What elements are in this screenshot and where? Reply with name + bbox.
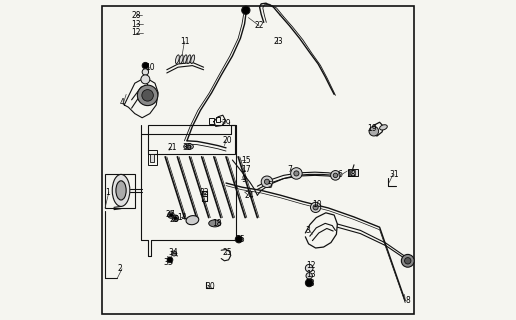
Ellipse shape xyxy=(116,181,126,200)
Circle shape xyxy=(369,126,379,136)
Bar xyxy=(150,154,154,162)
Text: 28: 28 xyxy=(306,279,315,288)
Circle shape xyxy=(174,217,177,220)
Text: 11: 11 xyxy=(181,37,190,46)
Text: 1: 1 xyxy=(105,188,110,196)
Circle shape xyxy=(142,69,149,75)
Text: 3: 3 xyxy=(305,226,310,235)
Ellipse shape xyxy=(184,144,194,149)
Text: 26: 26 xyxy=(170,215,180,224)
Circle shape xyxy=(241,6,250,14)
Text: 32: 32 xyxy=(200,188,209,196)
Text: 12: 12 xyxy=(132,28,141,37)
Text: 10: 10 xyxy=(312,200,322,209)
Circle shape xyxy=(291,168,302,179)
Circle shape xyxy=(294,171,299,176)
Circle shape xyxy=(167,257,173,263)
Text: 23: 23 xyxy=(273,37,283,46)
Circle shape xyxy=(264,179,269,184)
Text: 25: 25 xyxy=(223,248,232,257)
Circle shape xyxy=(313,205,318,210)
Text: 31: 31 xyxy=(389,170,399,179)
Text: 33: 33 xyxy=(164,258,173,267)
Circle shape xyxy=(306,273,312,279)
Text: 8: 8 xyxy=(405,296,410,305)
Circle shape xyxy=(261,176,273,188)
Circle shape xyxy=(142,62,149,69)
Text: 22: 22 xyxy=(255,21,264,30)
Text: 4: 4 xyxy=(120,98,125,107)
Text: 17: 17 xyxy=(241,165,251,174)
Text: 20: 20 xyxy=(222,136,232,145)
Text: 6: 6 xyxy=(338,170,343,179)
Text: 7: 7 xyxy=(287,165,293,174)
Circle shape xyxy=(141,75,150,84)
Ellipse shape xyxy=(380,125,388,130)
Circle shape xyxy=(311,202,321,212)
Circle shape xyxy=(169,213,172,217)
Text: 13: 13 xyxy=(306,270,316,279)
Text: 18: 18 xyxy=(213,220,222,228)
Text: 21: 21 xyxy=(168,143,178,152)
Ellipse shape xyxy=(186,216,199,225)
Text: 2: 2 xyxy=(118,264,123,273)
Circle shape xyxy=(142,90,153,101)
Ellipse shape xyxy=(187,55,191,64)
Circle shape xyxy=(331,171,340,180)
Circle shape xyxy=(401,254,414,267)
Circle shape xyxy=(305,279,313,287)
Bar xyxy=(216,117,220,122)
Text: 5: 5 xyxy=(268,181,272,190)
Text: 10: 10 xyxy=(146,63,155,72)
Bar xyxy=(148,125,235,154)
Ellipse shape xyxy=(186,145,191,148)
Ellipse shape xyxy=(179,55,183,64)
Text: 36: 36 xyxy=(183,143,192,152)
Ellipse shape xyxy=(208,220,221,227)
Circle shape xyxy=(137,85,158,106)
Text: 35: 35 xyxy=(235,236,245,244)
Text: 34: 34 xyxy=(168,248,178,257)
Text: 14: 14 xyxy=(178,213,187,222)
Text: 29: 29 xyxy=(221,119,231,128)
Circle shape xyxy=(305,264,313,272)
Bar xyxy=(105,174,135,208)
Bar xyxy=(348,169,358,176)
Ellipse shape xyxy=(175,55,179,64)
Ellipse shape xyxy=(191,55,195,64)
Text: 24: 24 xyxy=(245,191,254,200)
Circle shape xyxy=(168,212,174,218)
Text: 18: 18 xyxy=(346,170,356,179)
Bar xyxy=(148,150,156,165)
Bar xyxy=(209,118,215,124)
Text: 30: 30 xyxy=(205,282,215,291)
Text: 13: 13 xyxy=(132,20,141,28)
Circle shape xyxy=(333,173,337,178)
Circle shape xyxy=(172,215,179,221)
Circle shape xyxy=(405,258,411,264)
Text: 12: 12 xyxy=(306,261,315,270)
Text: 19: 19 xyxy=(367,124,377,132)
Ellipse shape xyxy=(112,174,130,206)
Circle shape xyxy=(172,251,176,256)
Text: 27: 27 xyxy=(165,210,175,219)
Ellipse shape xyxy=(183,55,187,64)
Text: 9: 9 xyxy=(241,175,246,184)
Circle shape xyxy=(235,236,243,243)
Text: 28: 28 xyxy=(132,11,141,20)
Text: 15: 15 xyxy=(241,156,251,164)
Bar xyxy=(350,170,356,175)
